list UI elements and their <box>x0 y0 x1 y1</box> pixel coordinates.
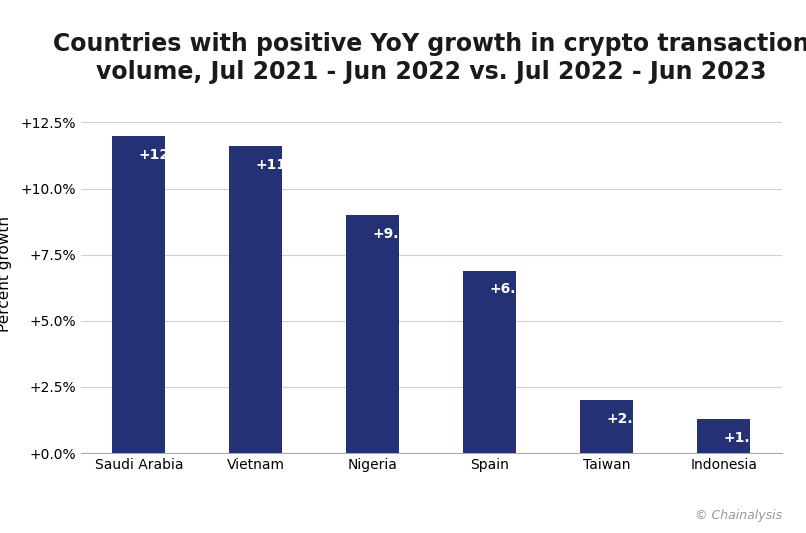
Text: +2.0%: +2.0% <box>607 412 657 426</box>
Title: Countries with positive YoY growth in crypto transaction
volume, Jul 2021 - Jun : Countries with positive YoY growth in cr… <box>53 33 806 84</box>
Text: © Chainalysis: © Chainalysis <box>695 510 782 522</box>
Bar <box>697 418 750 453</box>
Bar <box>230 146 282 453</box>
Bar <box>113 135 165 453</box>
Text: +6.9%: +6.9% <box>490 282 540 296</box>
Text: +12.0%: +12.0% <box>139 148 199 161</box>
Text: +9.0%: +9.0% <box>372 227 423 241</box>
Text: +1.3%: +1.3% <box>724 431 774 445</box>
Y-axis label: Percent growth: Percent growth <box>0 216 12 333</box>
Bar <box>580 400 633 453</box>
Text: +11.6%: +11.6% <box>256 158 316 172</box>
Bar <box>463 271 516 453</box>
Bar <box>347 215 399 453</box>
